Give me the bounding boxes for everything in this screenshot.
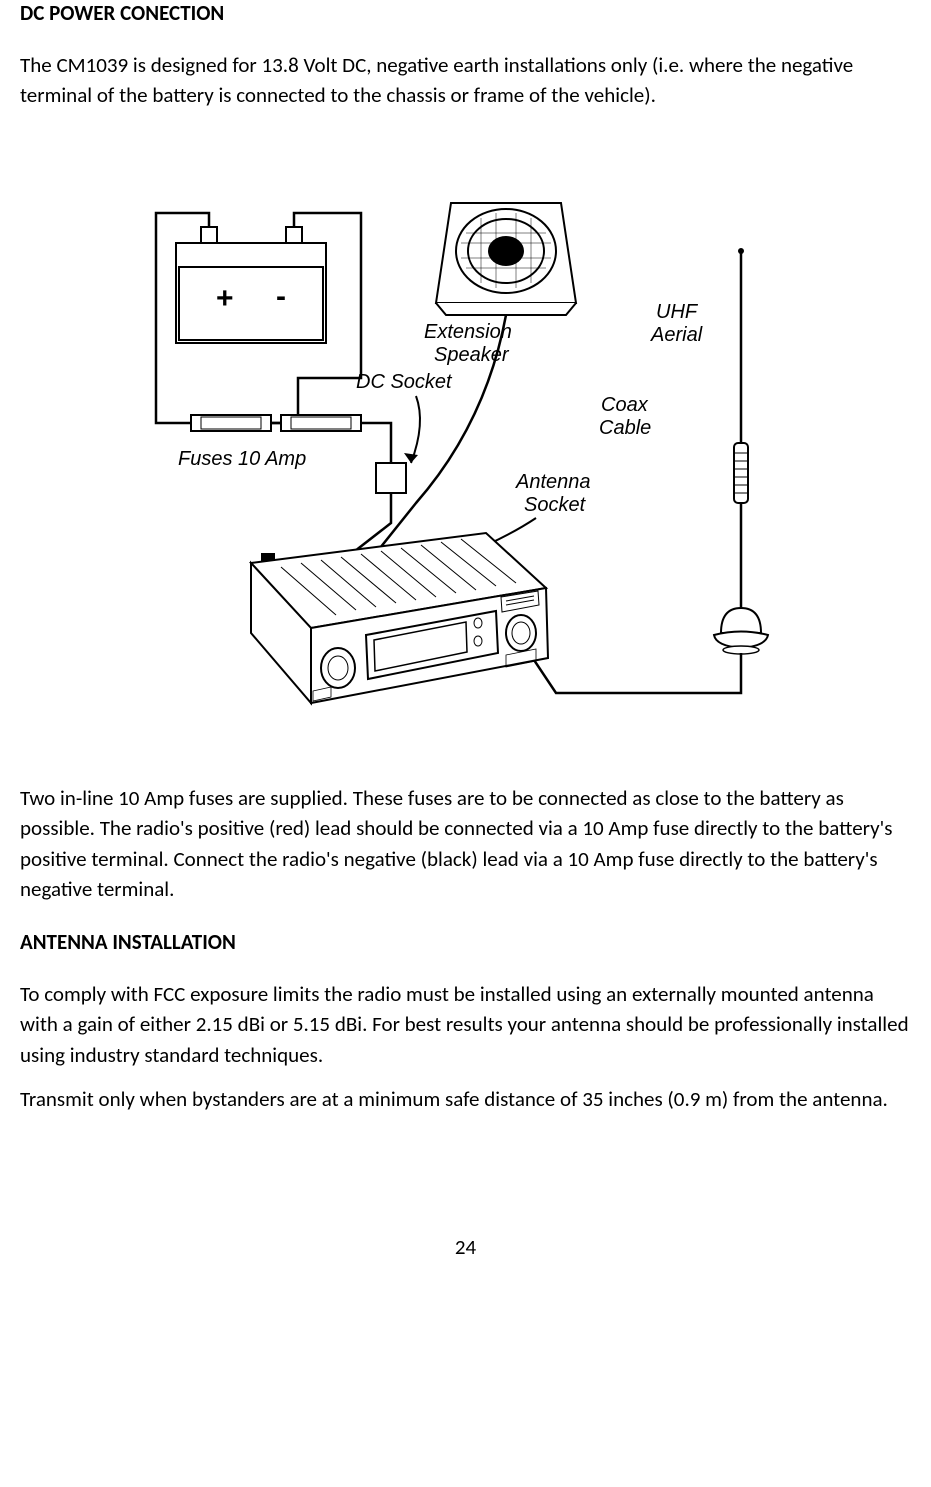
radio-icon: [251, 533, 548, 703]
uhf-label-1: UHF: [656, 301, 699, 323]
installation-diagram: + - Fuses 10 Amp DC Socket: [20, 163, 911, 743]
battery-plus-label: +: [216, 282, 234, 315]
fuses-label: Fuses 10 Amp: [178, 448, 306, 470]
battery-icon: + -: [176, 227, 326, 343]
fuses-icon: [191, 415, 361, 431]
ext-speaker-label-2: Speaker: [434, 344, 510, 366]
dc-power-heading: DC POWER CONECTION: [20, 0, 911, 26]
dc-socket-icon: [376, 463, 406, 493]
fuses-paragraph: Two in-line 10 Amp fuses are supplied. T…: [20, 783, 911, 905]
page-number: 24: [20, 1234, 911, 1260]
uhf-label-2: Aerial: [650, 324, 703, 346]
coax-label-1: Coax: [601, 394, 649, 416]
dc-socket-label: DC Socket: [356, 371, 453, 393]
dc-power-paragraph: The CM1039 is designed for 13.8 Volt DC,…: [20, 50, 911, 111]
antenna-heading: ANTENNA INSTALLATION: [20, 929, 911, 955]
coax-label-2: Cable: [599, 417, 651, 439]
ext-speaker-label-1: Extension: [424, 321, 512, 343]
speaker-icon: [436, 203, 576, 315]
antenna-socket-label-1: Antenna: [515, 471, 591, 493]
antenna-paragraph-1: To comply with FCC exposure limits the r…: [20, 979, 911, 1070]
antenna-icon: [714, 248, 768, 654]
battery-minus-label: -: [276, 280, 286, 313]
antenna-socket-label-2: Socket: [524, 494, 587, 516]
antenna-paragraph-2: Transmit only when bystanders are at a m…: [20, 1084, 911, 1114]
